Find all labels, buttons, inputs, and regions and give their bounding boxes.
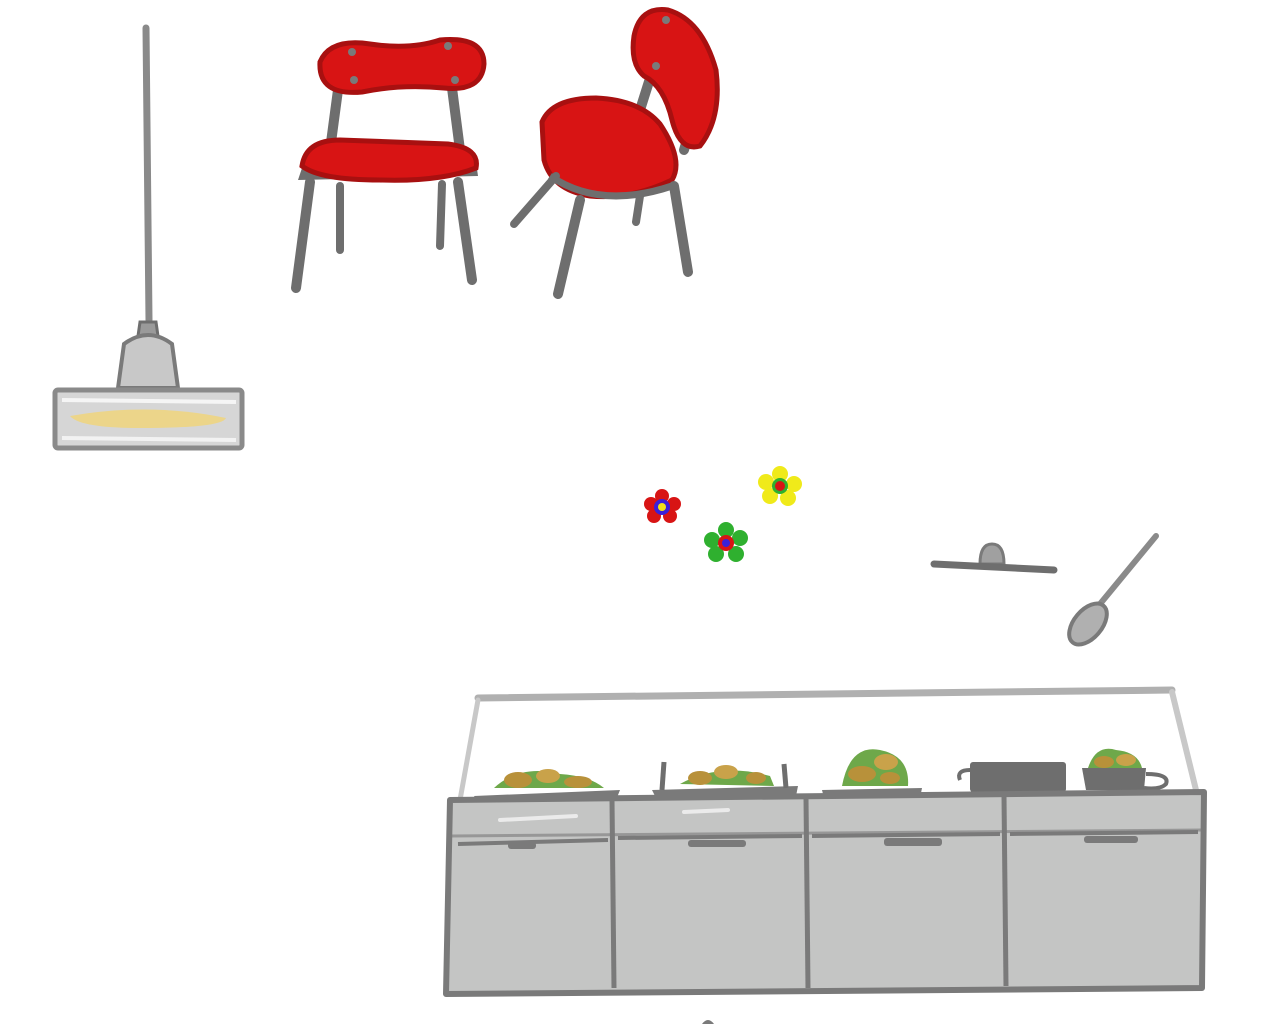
buffet-counter[interactable] xyxy=(443,686,1207,997)
food-tray xyxy=(822,749,922,798)
spoon-icon xyxy=(1067,533,1159,647)
counter-icon xyxy=(443,686,1207,997)
edge-mark xyxy=(702,1020,714,1024)
red-chair-front[interactable] xyxy=(291,37,487,293)
drawer-handle[interactable] xyxy=(508,842,536,849)
food-bowl xyxy=(1082,748,1169,791)
drawer-handle[interactable] xyxy=(1084,836,1138,843)
flower-red[interactable] xyxy=(644,489,681,523)
drawer-handle[interactable] xyxy=(884,838,942,846)
spoon[interactable] xyxy=(1062,533,1159,651)
flower-green[interactable] xyxy=(704,522,748,562)
cooking-pot xyxy=(957,762,1066,792)
flower-icon xyxy=(704,522,748,562)
lid-icon xyxy=(930,542,1058,574)
red-chair-angled[interactable] xyxy=(510,7,720,299)
flower-yellow[interactable] xyxy=(758,466,802,506)
food-tray xyxy=(652,761,798,798)
flower-icon xyxy=(644,489,681,523)
pendant-lamp-icon[interactable] xyxy=(52,24,245,451)
drawer-handle[interactable] xyxy=(688,840,746,847)
flower-icon xyxy=(758,466,802,506)
chair-icon xyxy=(510,7,720,299)
pot-lid[interactable] xyxy=(930,542,1058,574)
chair-icon xyxy=(291,37,487,293)
